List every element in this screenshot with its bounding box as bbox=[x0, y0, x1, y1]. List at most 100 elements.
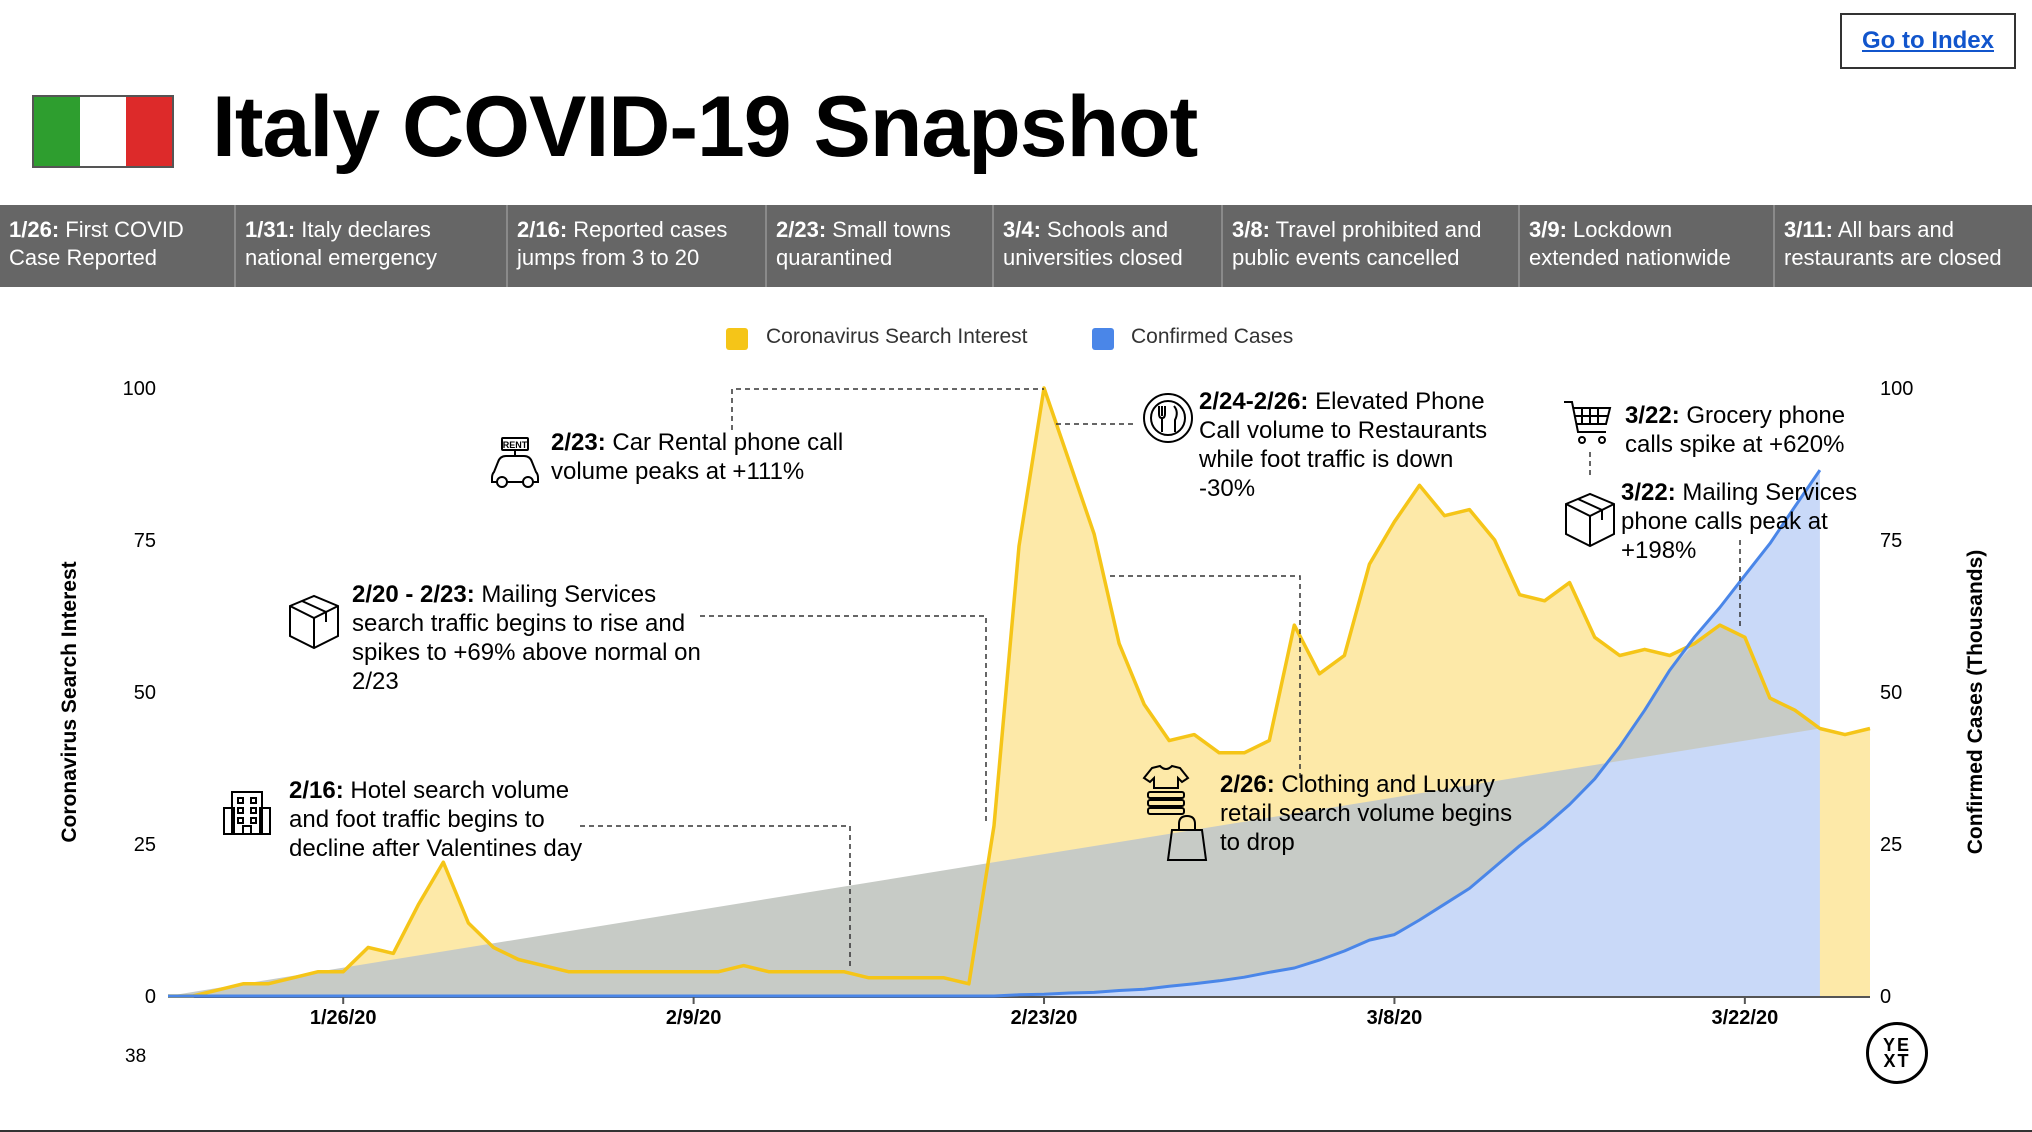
annotation-text: Mailing Services bbox=[1675, 479, 1858, 506]
page-number: 38 bbox=[125, 1046, 147, 1067]
timeline-text: universities closed bbox=[1003, 245, 1183, 270]
clothing-icon bbox=[1142, 764, 1190, 815]
annotation-date: 2/24-2/26: bbox=[1199, 388, 1309, 415]
annotation-car-rental: 2/23: Car Rental phone call volume peaks… bbox=[551, 428, 843, 486]
timeline-text: First COVID bbox=[59, 217, 184, 242]
timeline-item: 1/26: First COVID Case Reported bbox=[0, 205, 236, 287]
annotation-text: Grocery phone bbox=[1679, 402, 1846, 429]
timeline-text: Case Reported bbox=[9, 245, 157, 270]
car-rental-icon: RENT bbox=[491, 437, 539, 488]
annotation-text: and foot traffic begins to bbox=[289, 806, 545, 833]
timeline-text: All bars and bbox=[1832, 217, 1955, 242]
shopping-bag-icon bbox=[1166, 814, 1208, 861]
y-tick-label: 75 bbox=[1880, 530, 1902, 552]
hotel-icon bbox=[223, 791, 271, 835]
annotation-text: Car Rental phone call bbox=[605, 429, 844, 456]
timeline-text: Schools and bbox=[1040, 217, 1169, 242]
annotation-text: search traffic begins to rise and bbox=[352, 610, 686, 637]
flag-white-stripe bbox=[80, 97, 126, 166]
connector-clothing bbox=[1110, 575, 1301, 780]
timeline-bar: 1/26: First COVID Case Reported 1/31: It… bbox=[0, 205, 2032, 287]
y-axis-right: 0 25 50 75 100 bbox=[1880, 378, 1913, 1008]
timeline-date: 3/8: bbox=[1232, 217, 1270, 242]
annotation-text: phone calls peak at bbox=[1621, 508, 1828, 535]
timeline-date: 2/23: bbox=[776, 217, 827, 242]
annotation-text: -30% bbox=[1199, 475, 1256, 502]
annotation-text: Elevated Phone bbox=[1308, 388, 1485, 415]
annotation-date: 3/22: bbox=[1621, 479, 1676, 506]
timeline-item: 3/8: Travel prohibited and public events… bbox=[1223, 205, 1520, 287]
annotation-date: 2/16: bbox=[289, 777, 344, 804]
legend-swatch-search bbox=[726, 328, 748, 350]
y-tick-label: 100 bbox=[123, 378, 156, 400]
shopping-cart-icon bbox=[1564, 401, 1612, 444]
annotation-text: Hotel search volume bbox=[343, 777, 570, 804]
legend-label-search: Coronavirus Search Interest bbox=[766, 325, 1028, 348]
annotation-mailing-phone: 3/22: Mailing Services phone calls peak … bbox=[1621, 478, 1857, 565]
y-tick-label: 50 bbox=[134, 682, 156, 704]
annotation-date: 3/22: bbox=[1625, 402, 1680, 429]
legend-label-cases: Confirmed Cases bbox=[1131, 325, 1294, 348]
y-tick-label: 100 bbox=[1880, 378, 1913, 400]
annotation-text: +198% bbox=[1621, 537, 1697, 564]
timeline-date: 3/11: bbox=[1784, 217, 1833, 242]
timeline-date: 2/16: bbox=[517, 217, 568, 242]
connector-mailing-search bbox=[700, 615, 987, 822]
timeline-text: national emergency bbox=[245, 245, 438, 270]
annotation-text: 2/23 bbox=[352, 668, 399, 695]
y-tick-label: 25 bbox=[134, 834, 156, 856]
annotation-grocery: 3/22: Grocery phone calls spike at +620% bbox=[1625, 401, 1845, 459]
annotation-text: retail search volume begins bbox=[1220, 800, 1513, 827]
annotation-mailing-search: 2/20 - 2/23: Mailing Services search tra… bbox=[352, 580, 701, 696]
svg-text:RENT: RENT bbox=[503, 440, 528, 450]
y-tick-label: 25 bbox=[1880, 834, 1902, 856]
timeline-date: 1/31: bbox=[245, 217, 296, 242]
legend-swatch-cases bbox=[1092, 328, 1114, 350]
annotation-connectors bbox=[580, 388, 1741, 968]
timeline-item: 1/31: Italy declares national emergency bbox=[236, 205, 508, 287]
overlap-area bbox=[168, 625, 1820, 996]
footer-divider bbox=[0, 1130, 2032, 1132]
go-to-index-link[interactable]: Go to Index bbox=[1840, 13, 2016, 69]
timeline-text: Reported cases bbox=[567, 217, 728, 242]
timeline-text: Small towns bbox=[826, 217, 951, 242]
x-axis: 1/26/20 2/9/20 2/23/20 3/8/20 3/22/20 bbox=[310, 997, 1778, 1029]
x-tick-label: 1/26/20 bbox=[310, 1007, 377, 1029]
y-axis-left-label: Coronavirus Search Interest bbox=[58, 561, 81, 842]
timeline-date: 1/26: bbox=[9, 217, 60, 242]
timeline-text: quarantined bbox=[776, 245, 893, 270]
x-tick-label: 2/9/20 bbox=[666, 1007, 722, 1029]
timeline-item: 2/16: Reported cases jumps from 3 to 20 bbox=[508, 205, 767, 287]
annotation-date: 2/26: bbox=[1220, 771, 1275, 798]
annotation-text: while foot traffic is down bbox=[1199, 446, 1454, 473]
y-tick-label: 50 bbox=[1880, 682, 1902, 704]
package-icon bbox=[1565, 492, 1615, 548]
annotation-date: 2/20 - 2/23: bbox=[352, 581, 475, 608]
y-tick-label: 75 bbox=[134, 530, 156, 552]
timeline-text: Travel prohibited and bbox=[1269, 217, 1482, 242]
y-axis-left: 0 25 50 75 100 bbox=[123, 378, 156, 1008]
chart-legend: Coronavirus Search Interest Confirmed Ca… bbox=[0, 325, 2032, 353]
italy-flag-icon bbox=[32, 95, 174, 168]
annotation-text: calls spike at +620% bbox=[1625, 431, 1845, 458]
flag-green-stripe bbox=[34, 97, 80, 166]
timeline-text: extended nationwide bbox=[1529, 245, 1731, 270]
flag-red-stripe bbox=[126, 97, 172, 166]
logo-text: XT bbox=[1883, 1051, 1911, 1071]
timeline-item: 3/11: All bars and restaurants are close… bbox=[1775, 205, 2032, 287]
annotation-text: spikes to +69% above normal on bbox=[352, 639, 701, 666]
timeline-text: restaurants are closed bbox=[1784, 245, 2002, 270]
timeline-item: 3/9: Lockdown extended nationwide bbox=[1520, 205, 1775, 287]
y-axis-right-label: Confirmed Cases (Thousands) bbox=[1964, 550, 1987, 855]
connector-car-rental bbox=[731, 388, 1044, 430]
logo-text: YE bbox=[1882, 1035, 1911, 1055]
timeline-text: jumps from 3 to 20 bbox=[517, 245, 700, 270]
annotation-text: Mailing Services bbox=[474, 581, 657, 608]
x-tick-label: 3/22/20 bbox=[1711, 1007, 1778, 1029]
y-tick-label: 0 bbox=[1880, 986, 1891, 1008]
timeline-text: Italy declares bbox=[295, 217, 431, 242]
annotation-clothing: 2/26: Clothing and Luxury retail search … bbox=[1220, 770, 1512, 857]
annotation-restaurant: 2/24-2/26: Elevated Phone Call volume to… bbox=[1199, 387, 1487, 503]
yext-logo-icon: YE XT bbox=[1866, 1022, 1928, 1084]
